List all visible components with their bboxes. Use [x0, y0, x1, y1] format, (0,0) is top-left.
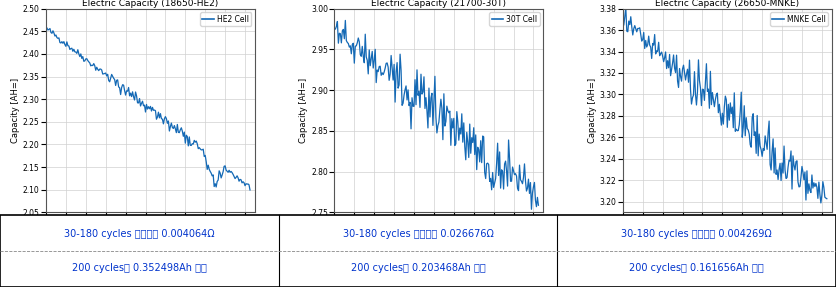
Y-axis label: Capacity [AH=]: Capacity [AH=] — [588, 78, 597, 143]
Text: 200 cycles후 0.352498Ah 감소: 200 cycles후 0.352498Ah 감소 — [72, 263, 206, 273]
Y-axis label: Capacity [AH=]: Capacity [AH=] — [299, 78, 308, 143]
Title: Electric Capacity (21700-30T): Electric Capacity (21700-30T) — [371, 0, 507, 8]
X-axis label: Cycle [Number]: Cycle [Number] — [117, 233, 184, 242]
Legend: MNKE Cell: MNKE Cell — [770, 12, 828, 26]
Text: 30-180 cycles 평균저항 0.026676Ω: 30-180 cycles 평균저항 0.026676Ω — [343, 229, 493, 239]
X-axis label: Cycle [Number]: Cycle [Number] — [694, 233, 761, 242]
Text: 30-180 cycles 평균저항 0.004064Ω: 30-180 cycles 평균저항 0.004064Ω — [64, 229, 215, 239]
Text: 200 cycles후 0.161656Ah 감소: 200 cycles후 0.161656Ah 감소 — [630, 263, 764, 273]
Legend: 30T Cell: 30T Cell — [489, 12, 539, 26]
Y-axis label: Capacity [AH=]: Capacity [AH=] — [11, 78, 20, 143]
Legend: HE2 Cell: HE2 Cell — [200, 12, 251, 26]
Text: 30-180 cycles 평균저항 0.004269Ω: 30-180 cycles 평균저항 0.004269Ω — [621, 229, 772, 239]
Text: 200 cycles후 0.203468Ah 감소: 200 cycles후 0.203468Ah 감소 — [350, 263, 486, 273]
Title: Electric Capacity (26650-MNKE): Electric Capacity (26650-MNKE) — [655, 0, 799, 8]
X-axis label: Cycle [Number]: Cycle [Number] — [405, 233, 472, 242]
Title: Electric Capacity (18650-HE2): Electric Capacity (18650-HE2) — [83, 0, 218, 8]
